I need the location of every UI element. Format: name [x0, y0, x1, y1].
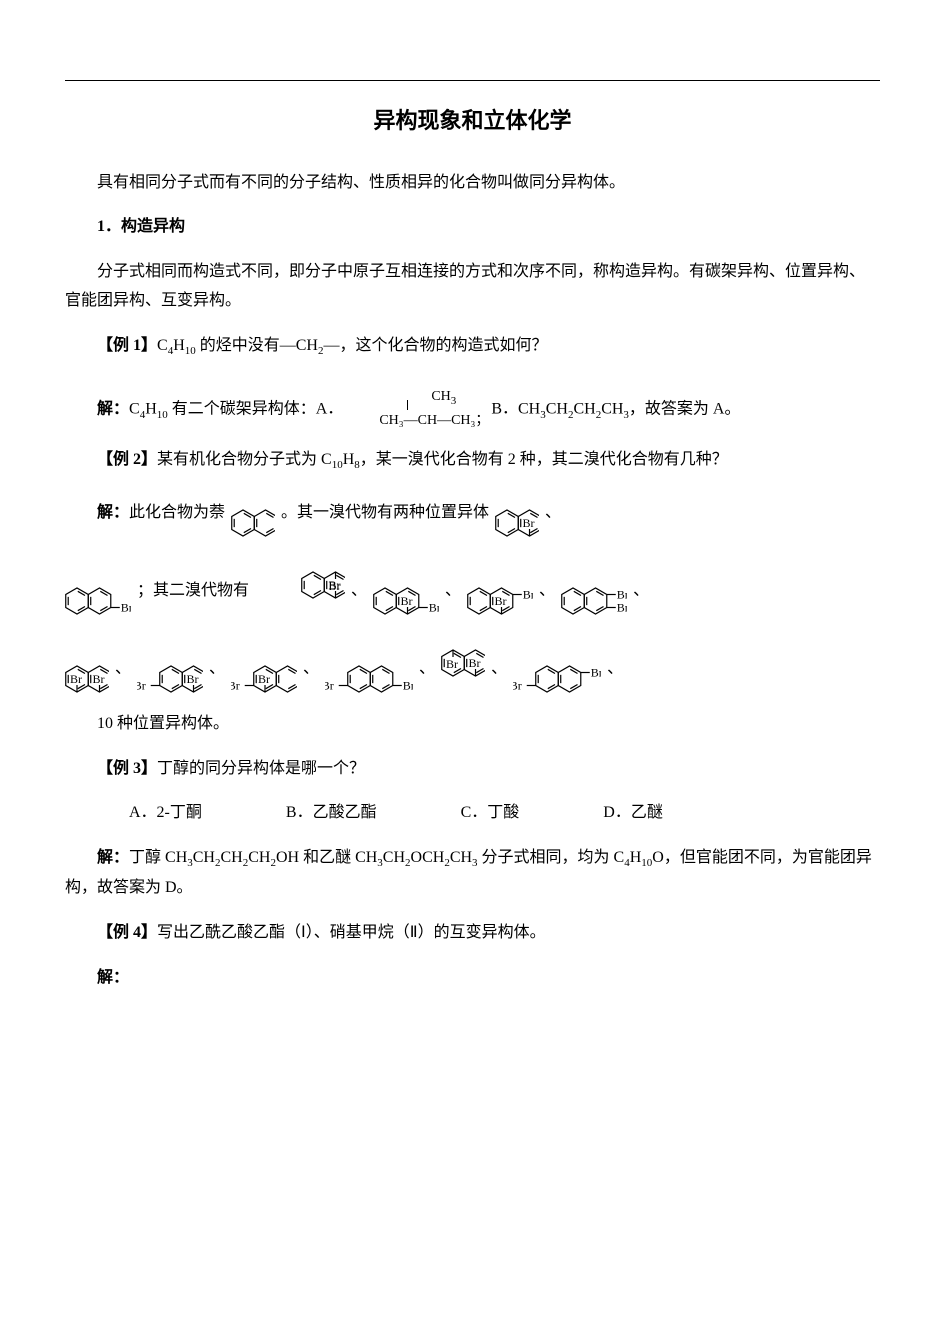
- svg-text:Br: Br: [137, 678, 146, 692]
- example-1-question: 【例 1】C4H10 的烃中没有—CH2—，这个化合物的构造式如何？: [65, 332, 880, 362]
- option-a: A．2-丁酮: [97, 799, 202, 828]
- dibromo-7-icon: Br Br: [231, 648, 297, 694]
- dibromo-2-icon: Br Br: [373, 570, 439, 616]
- example-2-solution-row1: 解：此化合物为萘 。其一溴代物有两种位置异体 Br 、: [65, 492, 880, 538]
- svg-text:Br: Br: [258, 672, 270, 686]
- solution-label: 解：: [97, 849, 129, 866]
- svg-text:Br: Br: [121, 600, 131, 614]
- example-4-solution: 解：: [65, 964, 880, 993]
- naphthalene-icon: [231, 508, 275, 538]
- svg-text:Br: Br: [401, 594, 413, 608]
- svg-text:Br: Br: [469, 656, 481, 670]
- solution-label: 解：: [97, 400, 129, 417]
- svg-text:Br: Br: [403, 678, 413, 692]
- example-3-options: A．2-丁酮 B．乙酸乙酯 C．丁酸 D．乙醚: [65, 799, 880, 828]
- page-title: 异构现象和立体化学: [65, 101, 880, 141]
- dibromo-9-icon: Br Br: [441, 632, 485, 694]
- dibromo-5-icon: Br Br: [65, 648, 109, 694]
- example-2-tail: 10 种位置异构体。: [65, 710, 880, 739]
- svg-text:Br: Br: [617, 600, 627, 614]
- dibromo-3-icon: Br Br: [467, 570, 533, 616]
- solution-label: 解：: [97, 504, 129, 521]
- dibromo-4-icon: BrBr: [561, 586, 627, 616]
- example-4-label: 【例 4】: [97, 924, 157, 941]
- dibromo-10-icon: Br Br: [513, 664, 601, 694]
- solution-label: 解：: [97, 969, 129, 986]
- svg-text:Br: Br: [513, 678, 522, 692]
- section1-heading: 1．构造异构: [65, 213, 880, 242]
- svg-text:Br: Br: [187, 672, 199, 686]
- option-c: C．丁酸: [429, 799, 520, 828]
- section1-body: 分子式相同而构造式不同，即分子中原子互相连接的方式和次序不同，称构造异构。有碳架…: [65, 258, 880, 316]
- svg-text:Br: Br: [523, 516, 535, 530]
- example-3-question: 【例 3】丁醇的同分异构体是哪一个？: [65, 755, 880, 784]
- example-2-solution-row2: Br ；其二溴代物有 BrBr 、 BrBr 、 BrBr 、 BrBr 、: [65, 554, 880, 616]
- example-2-question: 【例 2】某有机化合物分子式为 C10H8，某一溴代化合物有 2 种，其二溴代化…: [65, 446, 880, 476]
- option-b: B．乙酸乙酯: [254, 799, 377, 828]
- svg-text:Br: Br: [325, 678, 334, 692]
- example-4-question: 【例 4】写出乙酰乙酸乙酯（Ⅰ）、硝基甲烷（Ⅱ）的互变异构体。: [65, 919, 880, 948]
- svg-text:Br: Br: [429, 600, 439, 614]
- example-1-label: 【例 1】: [97, 337, 157, 354]
- dibromo-1-icon: BrBr: [301, 554, 345, 616]
- example-3-solution: 解：丁醇 CH3CH2CH2CH2OH 和乙醚 CH3CH2OCH2CH3 分子…: [65, 844, 880, 903]
- dibromo-8-icon: Br Br: [325, 664, 413, 694]
- svg-text:Br: Br: [495, 594, 507, 608]
- svg-text:Br: Br: [231, 678, 240, 692]
- example-2-label: 【例 2】: [97, 451, 157, 468]
- naphthalene-2br-icon: Br: [65, 586, 131, 616]
- dibromo-6-icon: Br Br: [137, 648, 203, 694]
- example-2-solution-row3: BrBr 、 BrBr 、 BrBr 、 BrBr 、 BrBr 、 BrBr …: [65, 632, 880, 694]
- naphthalene-1br-a-icon: Br: [495, 492, 539, 538]
- example-3-label: 【例 3】: [97, 760, 157, 777]
- intro-para: 具有相同分子式而有不同的分子结构、性质相异的化合物叫做同分异构体。: [65, 169, 880, 198]
- svg-text:Br: Br: [70, 672, 82, 686]
- svg-text:Br: Br: [446, 657, 458, 671]
- example-1-solution: 解：C4H10 有二个碳架异构体：A． CH3 CH₃—CH—CH₃； B．CH…: [65, 390, 880, 430]
- svg-text:Br: Br: [93, 672, 105, 686]
- isobutane-structure: CH3 CH₃—CH—CH₃；: [347, 390, 467, 430]
- svg-text:Br: Br: [591, 665, 601, 679]
- svg-text:Br: Br: [329, 579, 341, 593]
- option-d: D．乙醚: [571, 799, 663, 828]
- svg-text:Br: Br: [523, 587, 533, 601]
- svg-text:Br: Br: [617, 587, 627, 601]
